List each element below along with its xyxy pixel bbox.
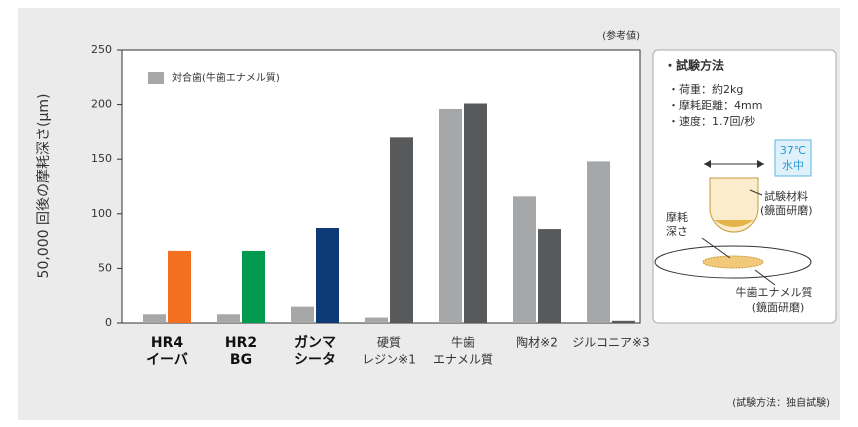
y-tick-label: 0 xyxy=(105,316,112,329)
x-tick-label: ジルコニア※3 xyxy=(572,336,649,350)
badge xyxy=(774,139,812,177)
legend-label: 対合歯(牛歯エナメル質) xyxy=(172,71,280,84)
label: 深さ xyxy=(666,225,688,238)
arrow-head xyxy=(704,160,764,168)
bar xyxy=(612,320,635,323)
leader-line xyxy=(701,237,731,259)
badge-text: 37℃ xyxy=(780,144,806,157)
x-tick-label: 牛歯 xyxy=(451,335,475,350)
bar xyxy=(168,250,191,323)
material-shape xyxy=(709,177,759,233)
bar xyxy=(513,196,536,323)
panel-line: ・荷重：約2kg xyxy=(668,82,743,96)
y-tick-label: 150 xyxy=(91,152,112,165)
bar xyxy=(217,314,240,323)
label: (鏡面研磨) xyxy=(752,300,805,314)
y-axis-label: 50,000 回後の摩耗深さ(μm) xyxy=(35,94,52,279)
bar xyxy=(143,314,166,323)
label: 牛歯エナメル質 xyxy=(736,285,813,299)
bar xyxy=(390,137,413,323)
x-tick-label: 硬質 xyxy=(377,335,401,350)
y-tick-label: 100 xyxy=(91,207,112,220)
x-tick-label: レジン※1 xyxy=(362,353,416,367)
bar xyxy=(365,317,388,323)
legend-swatch xyxy=(148,72,164,84)
bar xyxy=(242,250,265,323)
x-tick-label: シータ xyxy=(294,352,336,368)
x-tick-label: HR4 xyxy=(151,335,183,351)
x-tick-label: BG xyxy=(230,352,252,368)
bar xyxy=(587,161,610,323)
x-tick-label: イーバ xyxy=(146,352,188,368)
note: (参考値) xyxy=(602,29,640,42)
x-tick-label: ガンマ xyxy=(294,335,336,351)
method-panel: ・試験方法 ・荷重：約2kg ・摩耗距離：4mm ・速度：1.7回/秒 37℃ … xyxy=(652,49,837,324)
label: 試験材料 xyxy=(764,189,808,203)
y-tick-label: 250 xyxy=(91,43,112,56)
x-tick-label: 陶材※2 xyxy=(516,335,558,350)
panel-line: ・摩耗距離：4mm xyxy=(668,98,762,112)
panel-title: ・試験方法 xyxy=(664,58,724,73)
y-tick-label: 50 xyxy=(98,261,112,274)
label: 摩耗 xyxy=(666,210,688,224)
leader-line xyxy=(754,269,776,286)
leader-line xyxy=(749,189,763,196)
wear-track xyxy=(702,255,764,269)
bar xyxy=(316,227,339,323)
wear-area xyxy=(714,220,754,227)
bar xyxy=(439,108,462,323)
bar xyxy=(291,306,314,323)
panel-line: ・速度：1.7回/秒 xyxy=(668,114,755,128)
x-tick-label: HR2 xyxy=(225,335,257,351)
label: (鏡面研磨) xyxy=(760,203,813,217)
x-tick-label: エナメル質 xyxy=(433,352,493,367)
plot-area xyxy=(121,49,641,324)
y-tick-label: 200 xyxy=(91,98,112,111)
bar xyxy=(464,103,487,324)
badge-text: 水中 xyxy=(782,159,804,172)
bar xyxy=(538,229,561,323)
footnote: (試験方法：独自試験) xyxy=(732,396,830,409)
